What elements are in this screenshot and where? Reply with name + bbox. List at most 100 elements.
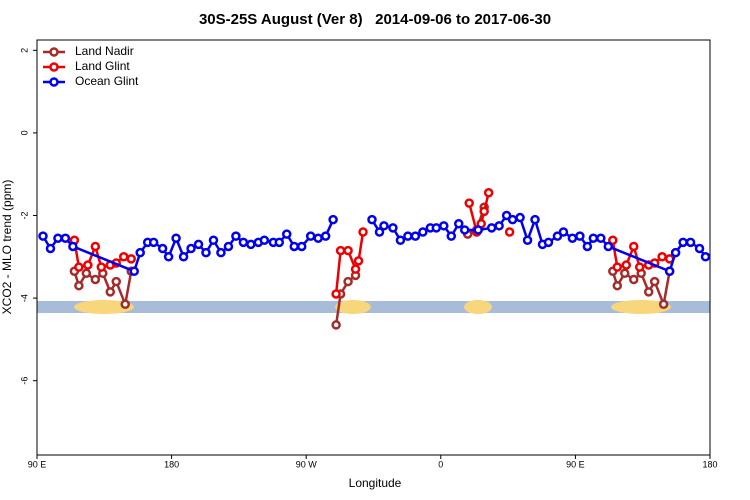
point xyxy=(543,237,554,248)
point xyxy=(81,268,92,279)
point xyxy=(118,252,129,262)
point xyxy=(335,245,346,256)
surface-band xyxy=(37,300,710,314)
point xyxy=(410,231,421,241)
point xyxy=(186,243,196,254)
point xyxy=(350,264,361,274)
point xyxy=(163,252,174,262)
point xyxy=(403,231,413,241)
point xyxy=(367,214,377,225)
point xyxy=(259,235,270,246)
point xyxy=(274,237,285,248)
point xyxy=(634,262,645,272)
y-tick-label: -2 xyxy=(19,211,29,219)
point xyxy=(395,235,406,246)
point xyxy=(90,241,101,252)
point xyxy=(483,188,494,198)
point xyxy=(343,276,353,287)
point xyxy=(328,214,338,225)
point xyxy=(658,299,669,310)
point xyxy=(657,252,667,262)
point xyxy=(507,214,518,225)
point xyxy=(53,233,63,243)
point xyxy=(216,247,226,258)
point xyxy=(120,299,130,310)
ocean-band xyxy=(37,301,710,313)
point xyxy=(603,241,614,252)
point xyxy=(60,233,71,243)
point xyxy=(612,280,623,291)
point xyxy=(582,241,593,252)
point xyxy=(552,231,563,241)
y-tick-label: -4 xyxy=(19,294,29,302)
point xyxy=(431,223,442,233)
point xyxy=(628,241,639,252)
point xyxy=(486,223,497,233)
point xyxy=(343,245,353,256)
point xyxy=(111,276,122,287)
point xyxy=(38,231,48,241)
point xyxy=(501,210,512,221)
point xyxy=(439,221,449,231)
legend-label: Land Nadir xyxy=(75,44,134,58)
point xyxy=(282,229,292,239)
point xyxy=(649,276,660,287)
x-tick-label: 90 E xyxy=(28,459,47,469)
point xyxy=(201,247,211,258)
point xyxy=(296,241,307,252)
point xyxy=(608,235,618,246)
point xyxy=(193,239,204,250)
series-line xyxy=(73,192,670,295)
point xyxy=(96,262,107,272)
x-tick-label: 90 W xyxy=(296,459,318,469)
point xyxy=(74,280,84,291)
point xyxy=(473,225,483,235)
point xyxy=(313,233,323,243)
point xyxy=(45,243,56,254)
point xyxy=(459,225,470,235)
legend-label: Land Glint xyxy=(75,59,130,73)
land-band xyxy=(74,300,134,314)
point xyxy=(374,227,385,237)
point xyxy=(694,243,705,254)
point xyxy=(83,260,93,270)
point xyxy=(664,266,675,276)
point xyxy=(129,266,139,276)
point xyxy=(105,287,116,297)
point xyxy=(305,231,316,241)
point xyxy=(90,274,101,285)
land-band xyxy=(464,300,492,314)
legend-marker xyxy=(49,47,59,57)
point xyxy=(494,221,504,231)
point xyxy=(588,233,599,243)
point xyxy=(331,289,341,299)
x-tick-label: 180 xyxy=(164,459,179,469)
legend-marker xyxy=(49,77,59,87)
point xyxy=(135,247,145,258)
point xyxy=(575,231,585,241)
point xyxy=(558,227,569,237)
point xyxy=(178,252,189,262)
point xyxy=(208,235,219,246)
y-tick-label: 0 xyxy=(19,130,29,135)
point xyxy=(530,214,540,225)
y-tick-label: -6 xyxy=(19,377,29,385)
point xyxy=(74,262,84,272)
land-band xyxy=(611,300,671,314)
point xyxy=(68,241,78,252)
chart-title: 30S-25S August (Ver 8) 2014-09-06 to 201… xyxy=(199,11,551,28)
point xyxy=(353,256,364,266)
point xyxy=(567,233,578,243)
x-tick-label: 180 xyxy=(702,459,717,469)
point xyxy=(388,223,398,233)
point xyxy=(331,320,341,330)
point xyxy=(289,241,299,252)
point xyxy=(670,247,681,258)
point xyxy=(685,237,696,248)
point xyxy=(418,227,428,237)
point xyxy=(464,198,474,208)
point xyxy=(223,241,234,252)
point xyxy=(157,243,168,254)
point xyxy=(320,231,331,241)
